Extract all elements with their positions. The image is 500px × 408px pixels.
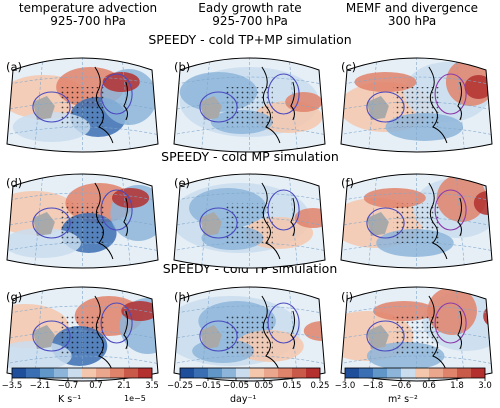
coastline (428, 295, 462, 373)
map-frame (6, 173, 159, 269)
colorbar-tick-label: −0.7 (57, 381, 79, 391)
colorbar-tick-label: 0.6 (422, 381, 436, 391)
colorbar-3-unit: m² s⁻² (388, 394, 418, 405)
shading-region (7, 191, 78, 235)
map-panel-a (6, 57, 159, 153)
shading-region (111, 188, 150, 208)
colorbar-3 (344, 367, 486, 381)
plateau-mask (199, 325, 222, 349)
panel-label-b: (b) (174, 60, 191, 74)
coastline (428, 182, 462, 260)
colorbar-2 (179, 367, 321, 381)
plateau-mask (199, 96, 222, 120)
colorbar-tick-label: 1.8 (450, 381, 464, 391)
plateau-mask (366, 212, 389, 236)
colorbar-tick-label: 0.15 (282, 381, 302, 391)
colorbar-tick-label: 3.5 (145, 381, 159, 391)
colorbar-tick-label: −0.05 (222, 381, 250, 391)
colorbar-1-unit: K s⁻¹ (58, 394, 82, 405)
coastline (261, 182, 295, 260)
shading-region (294, 208, 325, 228)
column-title-line1: temperature advection (18, 1, 158, 15)
panel-label-d: (d) (6, 176, 23, 190)
coastline (94, 295, 128, 373)
colorbar-1 (11, 367, 153, 381)
panel-label-e: (e) (174, 176, 191, 190)
colorbar-tick-label: −0.25 (166, 381, 194, 391)
panel-label-f: (f) (341, 176, 355, 190)
colorbar-tick-label: −1.8 (362, 381, 384, 391)
map-panel-e (173, 173, 326, 269)
coastline (428, 66, 462, 144)
panel-label-a: (a) (6, 60, 23, 74)
column-title-line2: 925-700 hPa (50, 14, 126, 28)
panel-label-g: (g) (6, 290, 23, 304)
map-panel-f (340, 173, 493, 269)
map-panel-h (173, 286, 326, 382)
shading-region (102, 72, 140, 92)
plateau-mask (366, 325, 389, 349)
shading-region (285, 92, 323, 112)
panel-label-i: (i) (341, 290, 354, 304)
map-frame (6, 57, 159, 153)
coastline (261, 295, 295, 373)
map-frame (173, 286, 326, 382)
plateau-mask (32, 212, 55, 236)
colorbar-tick-label: −0.15 (194, 381, 222, 391)
colorbar-tick-label: −3.0 (334, 381, 356, 391)
colorbar-tick-label: −0.6 (390, 381, 412, 391)
colorbar-1-exponent: 1e−5 (124, 394, 146, 403)
colorbar-tick-label: 2.1 (117, 381, 131, 391)
coastline (94, 66, 128, 144)
column-title-line1: MEMF and divergence (345, 1, 479, 15)
map-panel-b (173, 57, 326, 153)
map-panel-c (340, 57, 493, 153)
colorbar-tick-label: 3.0 (478, 381, 492, 391)
map-panel-g (6, 286, 159, 382)
colorbar-tick-label: 0.25 (310, 381, 330, 391)
column-title-eady-growth: Eady growth rate 925-700 hPa (170, 2, 330, 28)
map-frame (340, 57, 493, 153)
colorbar-tick-label: −2.1 (29, 381, 51, 391)
row-title-mp: SPEEDY - cold MP simulation (161, 149, 339, 164)
plateau-mask (32, 96, 55, 120)
column-title-line2: 300 hPa (387, 14, 437, 28)
colorbar-2-unit: day⁻¹ (230, 394, 257, 405)
column-title-line1: Eady growth rate (198, 1, 302, 15)
plateau-mask (199, 212, 222, 236)
coastline (261, 66, 295, 144)
shading-region (121, 301, 158, 321)
panel-label-h: (h) (174, 290, 191, 304)
coastline (94, 182, 128, 260)
map-frame (340, 173, 493, 269)
map-frame (340, 286, 493, 382)
colorbar-tick-label: 0.7 (89, 381, 103, 391)
column-title-memf-divergence: MEMF and divergence 300 hPa (332, 2, 492, 28)
row-title-tp-mp: SPEEDY - cold TP+MP simulation (148, 32, 352, 47)
colorbar-tick-label: −3.5 (1, 381, 23, 391)
plateau-mask (32, 325, 55, 349)
plateau-mask (366, 96, 389, 120)
shading-region (436, 174, 487, 222)
column-title-temperature-advection: temperature advection 925-700 hPa (8, 2, 168, 28)
shading-region (464, 75, 492, 99)
map-frame (173, 57, 326, 153)
map-panel-d (6, 173, 159, 269)
map-frame (6, 286, 159, 382)
shading-region (7, 341, 72, 371)
map-frame (173, 173, 326, 269)
panel-label-c: (c) (341, 60, 357, 74)
colorbar-tick-label: 0.05 (254, 381, 274, 391)
column-title-line2: 925-700 hPa (212, 14, 288, 28)
